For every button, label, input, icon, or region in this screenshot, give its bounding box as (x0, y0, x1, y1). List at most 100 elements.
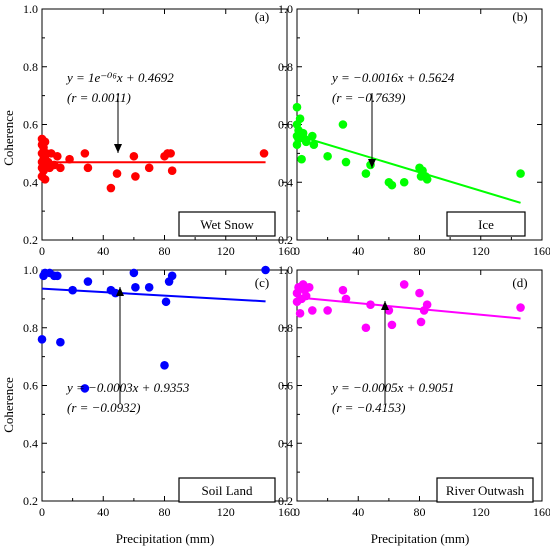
y-tick-label: 0.2 (278, 233, 293, 247)
x-tick-label: 160 (533, 505, 550, 519)
data-point (292, 102, 302, 112)
data-point (40, 175, 50, 184)
fit-line (296, 134, 521, 204)
x-tick-label: 80 (159, 244, 171, 258)
annotation-arrowhead (381, 301, 389, 310)
data-point (53, 271, 62, 281)
fit-correlation: (r = −0.4153) (332, 400, 406, 415)
data-point (304, 283, 314, 292)
y-tick-label: 0.6 (23, 118, 38, 132)
x-tick-label: 0 (39, 244, 45, 258)
y-tick-label: 1.0 (23, 2, 38, 16)
y-tick-label: 0.8 (278, 321, 293, 335)
data-point (341, 157, 351, 167)
data-point (83, 163, 93, 173)
data-point (131, 172, 140, 181)
class-label-box (446, 211, 526, 237)
data-point (37, 335, 47, 344)
data-point (295, 114, 305, 124)
x-tick-label: 80 (414, 244, 426, 258)
data-point (297, 154, 306, 164)
x-tick-label: 160 (278, 505, 296, 519)
fit-equation: y = −0.0016x + 0.5624 (330, 70, 455, 85)
data-point (131, 283, 140, 292)
fit-correlation: (r = 0.0011) (67, 90, 131, 105)
x-tick-label: 40 (352, 244, 364, 258)
data-point (83, 277, 93, 286)
fit-line (41, 287, 266, 303)
annotation-arrowhead (368, 159, 376, 168)
y-tick-label: 0.2 (23, 233, 38, 247)
data-point (80, 384, 90, 393)
data-point (53, 151, 62, 161)
data-point (129, 268, 139, 278)
xlabel-right: Precipitation (mm) (371, 531, 470, 546)
data-point (68, 285, 77, 295)
ylabel-bottom: Coherence (1, 377, 16, 433)
data-point (387, 320, 397, 330)
x-tick-label: 40 (97, 244, 109, 258)
data-point (399, 177, 409, 187)
fit-line (296, 296, 521, 320)
data-point (144, 283, 154, 292)
x-tick-label: 120 (472, 244, 490, 258)
plot-frame (41, 8, 288, 241)
y-tick-label: 0.6 (278, 379, 293, 393)
x-tick-label: 120 (472, 505, 490, 519)
fit-equation: y = −0.0003x + 0.9353 (65, 380, 190, 395)
class-label: River Outwash (446, 483, 525, 498)
class-label: Soil Land (202, 483, 253, 498)
data-point (167, 271, 177, 281)
data-point (308, 306, 317, 315)
data-point (106, 183, 116, 193)
data-point (387, 180, 397, 190)
y-tick-label: 0.4 (278, 436, 293, 450)
data-point (129, 151, 139, 161)
data-point (259, 149, 269, 158)
ylabel-top: Coherence (1, 110, 16, 166)
data-point (301, 137, 311, 147)
y-tick-label: 0.6 (278, 118, 293, 132)
class-label-box (436, 477, 534, 503)
data-point (323, 151, 332, 161)
y-tick-label: 1.0 (278, 2, 293, 16)
data-point (40, 137, 50, 147)
x-tick-label: 0 (39, 505, 45, 519)
panel-label: (b) (512, 9, 527, 24)
x-tick-label: 120 (217, 505, 235, 519)
y-tick-label: 0.8 (23, 321, 38, 335)
x-tick-label: 0 (294, 244, 300, 258)
panel-label: (d) (512, 275, 527, 290)
data-point (56, 163, 65, 173)
data-point (416, 317, 426, 327)
data-point (295, 309, 305, 318)
data-point (422, 175, 432, 184)
data-point (361, 323, 371, 333)
data-point (309, 140, 319, 150)
y-tick-label: 0.4 (23, 436, 38, 450)
y-tick-label: 0.4 (23, 175, 38, 189)
fit-equation: y = 1e⁻⁰⁶x + 0.4692 (65, 70, 174, 85)
data-point (415, 288, 424, 298)
xlabel-left: Precipitation (mm) (116, 531, 215, 546)
x-tick-label: 160 (278, 244, 296, 258)
fit-equation: y = −0.0005x + 0.9051 (330, 380, 454, 395)
data-point (338, 120, 348, 129)
fit-correlation: (r = −0.0932) (67, 400, 141, 415)
data-point (338, 285, 348, 295)
x-tick-label: 120 (217, 244, 235, 258)
data-point (294, 134, 303, 144)
data-point (56, 337, 65, 347)
panel-label: (c) (255, 275, 269, 290)
panel-label: (a) (255, 9, 269, 24)
y-tick-label: 1.0 (278, 263, 293, 277)
x-tick-label: 40 (97, 505, 109, 519)
data-point (341, 294, 351, 304)
annotation-arrowhead (116, 287, 124, 296)
data-point (261, 265, 270, 275)
class-label-box (178, 477, 276, 503)
data-point (161, 297, 171, 307)
